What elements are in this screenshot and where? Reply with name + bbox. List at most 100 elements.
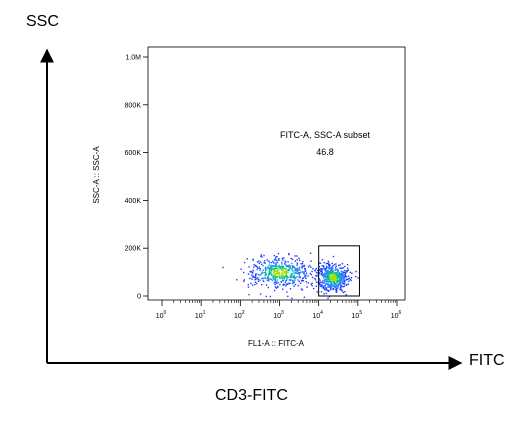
scatter-point [341,277,343,279]
scatter-point [269,295,272,298]
scatter-point [285,273,288,276]
gate-rectangle[interactable] [318,245,360,297]
scatter-point [282,271,284,274]
scatter-point [344,274,347,277]
scatter-point [339,274,341,277]
scatter-point [284,260,286,262]
scatter-point [273,269,275,271]
scatter-point [351,272,353,275]
scatter-point [256,268,258,271]
scatter-point [332,282,335,285]
scatter-point [296,276,298,278]
scatter-point [333,273,335,275]
scatter-point [327,271,329,273]
y-axis-title: SSC-A :: SSC-A [92,146,101,204]
scatter-point [333,277,335,280]
scatter-point [248,293,250,296]
scatter-point [274,281,277,283]
scatter-point [338,281,341,283]
x-axis-ticks: 100 101 102 103 104 105 106 [156,300,402,320]
scatter-point [285,272,288,274]
scatter-point [256,266,258,268]
scatter-point [286,275,288,277]
scatter-point [340,267,342,270]
scatter-point [296,269,298,271]
scatter-point [270,267,273,269]
scatter-point [334,277,336,279]
scatter-point [296,262,298,264]
scatter-point [285,269,288,271]
scatter-point [324,281,326,283]
scatter-point [304,268,306,270]
scatter-point [327,267,330,269]
scatter-point [294,283,297,286]
scatter-point [321,258,324,261]
scatter-point [303,296,306,298]
scatter-point [252,269,254,271]
scatter-point [337,287,339,289]
scatter-point [285,285,287,287]
scatter-point [267,267,270,269]
scatter-point [336,287,338,290]
scatter-point [342,282,344,285]
outer-y-axis-label: SSC [26,13,59,30]
scatter-point [297,269,299,272]
scatter-point [321,271,323,274]
scatter-point [299,259,301,261]
scatter-point [337,276,340,279]
scatter-point [310,266,312,269]
scatter-point [259,279,261,281]
scatter-point [333,284,335,287]
scatter-point [243,261,246,264]
scatter-point [343,279,346,282]
scatter-point [255,265,258,267]
scatter-point [344,273,347,275]
scatter-point [322,275,325,277]
scatter-point [266,279,268,281]
scatter-point [302,280,305,282]
scatter-point [327,285,329,287]
scatter-point [293,281,295,283]
scatter-point [279,267,281,269]
scatter-point [261,271,263,273]
scatter-point [299,272,301,274]
scatter-point [262,269,264,271]
scatter-point [275,287,278,289]
scatter-point [321,268,324,270]
scatter-point [298,266,301,269]
scatter-point [263,260,266,262]
scatter-point [247,284,249,286]
scatter-point [326,274,329,276]
scatter-point [240,268,242,270]
scatter-point [326,279,328,282]
scatter-point [257,273,259,276]
scatter-point [270,264,272,267]
scatter-point [296,255,298,257]
scatter-point [251,278,253,281]
scatter-point [319,262,322,264]
scatter-point [324,272,326,274]
scatter-point [286,264,288,267]
scatter-point [328,289,330,292]
scatter-point [277,275,279,278]
scatter-point [275,276,277,279]
scatter-point [252,271,254,273]
scatter-point [305,281,308,283]
scatter-point [346,278,348,281]
scatter-point [271,279,274,282]
scatter-point [270,278,272,281]
scatter-point [299,271,302,274]
scatter-point [273,271,276,273]
scatter-point [272,272,275,274]
scatter-point [343,279,345,282]
scatter-point [273,268,276,270]
scatter-point [273,274,276,277]
scatter-point [333,263,336,266]
scatter-point [337,273,340,275]
scatter-point [267,276,269,278]
scatter-point [324,269,327,271]
scatter-point [327,283,329,285]
scatter-point [320,284,323,286]
scatter-point [325,273,327,276]
x-tick-label: 103 [273,310,284,320]
